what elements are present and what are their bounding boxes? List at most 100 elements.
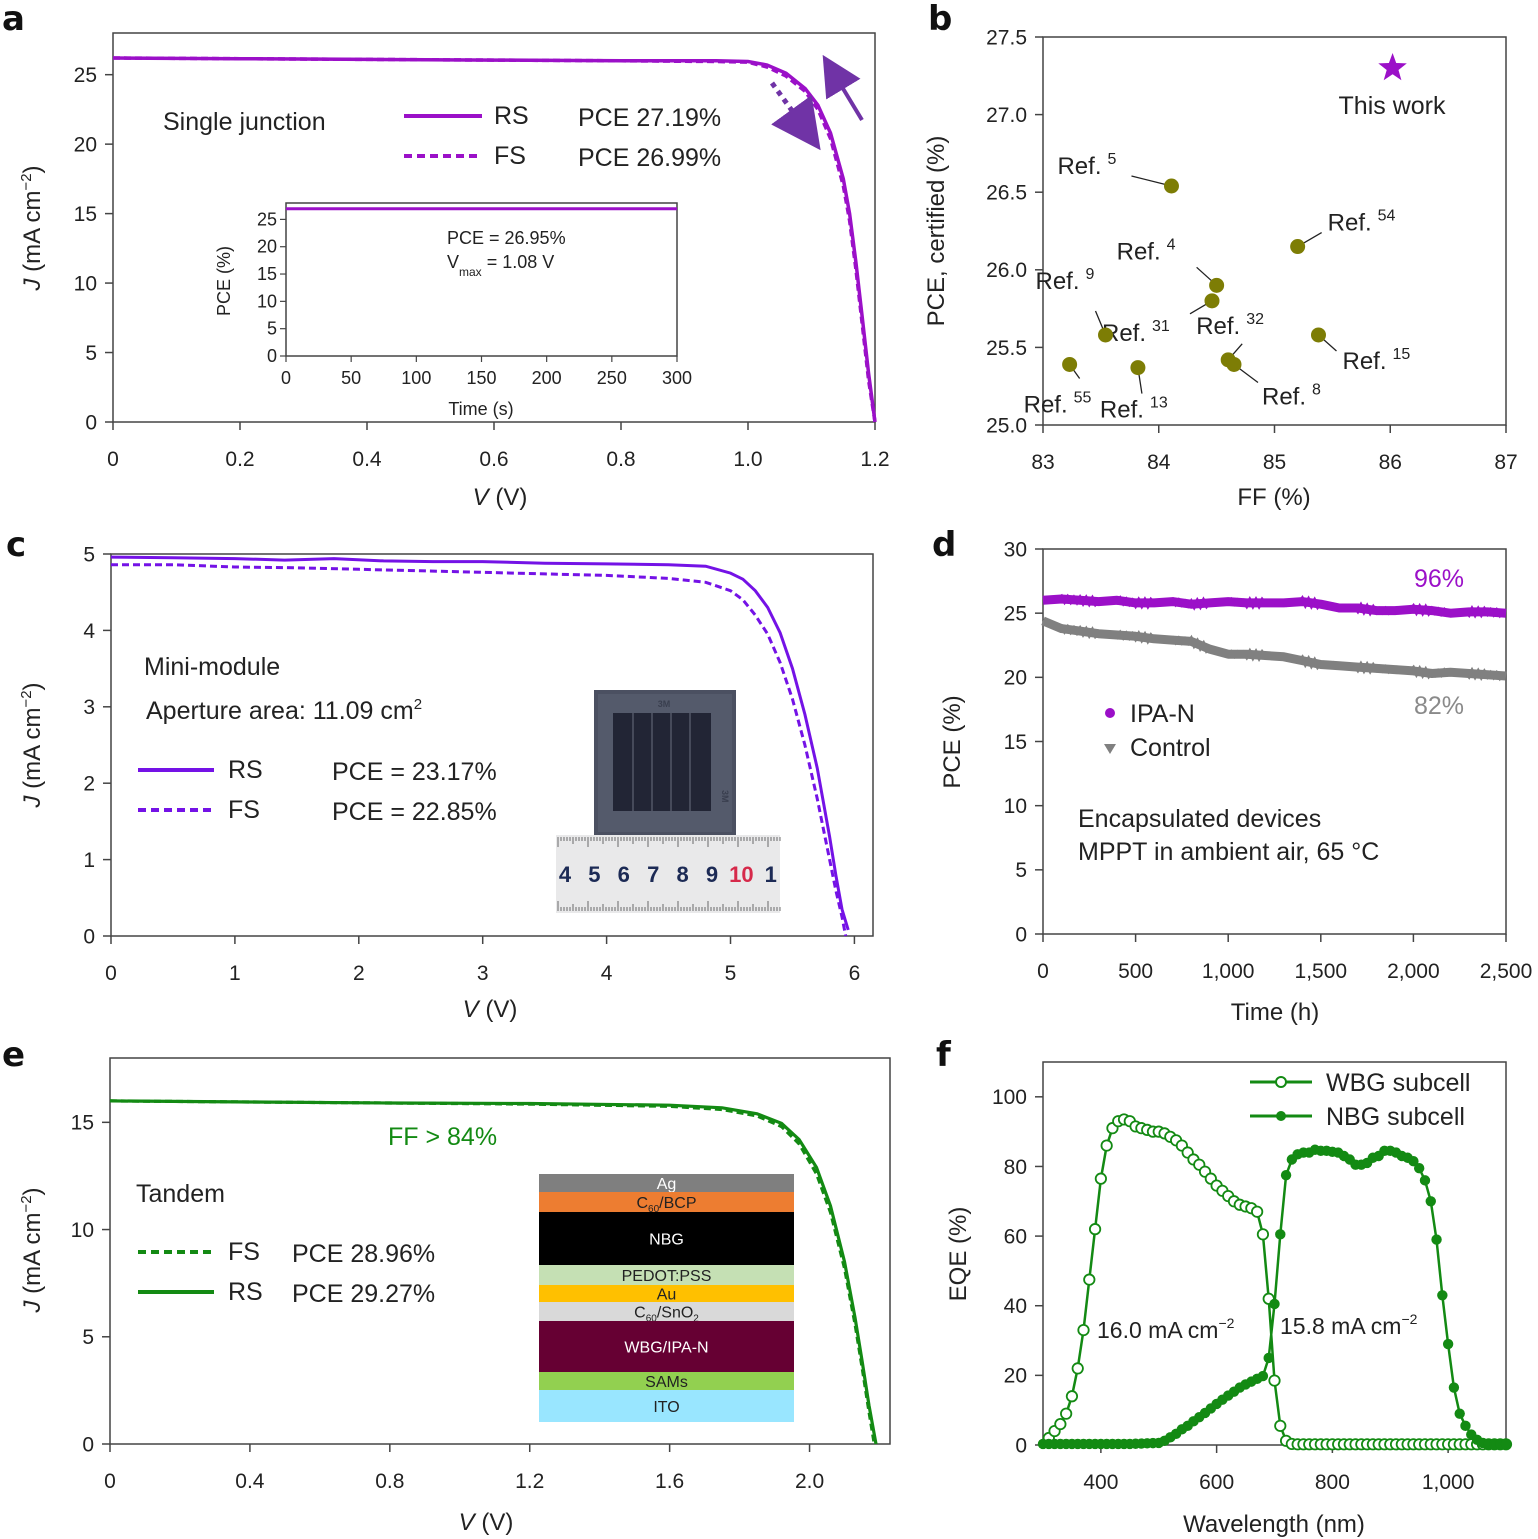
inset-x-tick-label: 0: [281, 368, 291, 388]
x-tick-label: 1,000: [1202, 960, 1255, 983]
point-label-ref-55: Ref. 55: [1024, 389, 1092, 418]
series-line-ipa-n: [1042, 593, 1505, 619]
annotation-encapsulated: Encapsulated devices: [1078, 805, 1321, 833]
point-label-ref-13: Ref. 13: [1100, 395, 1168, 424]
stack-layer-label: WBG/IPA-N: [624, 1340, 708, 1357]
ruler-number: 6: [618, 862, 630, 887]
y-tick-label: 1: [83, 849, 95, 872]
x-tick-label: 0.4: [352, 448, 382, 471]
inset-y-tick-label: 5: [267, 319, 277, 339]
panel-label-b: b: [928, 0, 952, 39]
y-tick-label: 0: [1015, 923, 1027, 946]
y-tick-label: 0: [1015, 1434, 1027, 1457]
series-line-fs: [112, 56, 877, 423]
annotation-aperture-area: Aperture area: 11.09 cm2: [146, 696, 422, 725]
stack-layer-label: SAMs: [645, 1374, 688, 1391]
point-label-ref-32: Ref. 32: [1196, 311, 1264, 340]
x-tick-label: 2,500: [1480, 960, 1533, 983]
inset-x-tick-label: 250: [597, 368, 627, 388]
y-tick-label: 25: [1004, 603, 1027, 626]
y-tick-label: 60: [1004, 1225, 1027, 1248]
inset-x-axis-label: Time (s): [448, 399, 513, 419]
y-tick-label: 0: [83, 925, 95, 948]
x-axis-label: Wavelength (nm): [1183, 1511, 1365, 1538]
plot-frame: [109, 1057, 891, 1445]
legend-label-rs: RS: [228, 1278, 263, 1306]
annotation-single-junction: Single junction: [163, 108, 326, 136]
scatter-point-ref-13: [1130, 360, 1146, 376]
panel-label-a: a: [2, 0, 25, 39]
inset-x-tick-label: 100: [401, 368, 431, 388]
stack-layer-ag: [539, 1174, 794, 1192]
x-tick-label: 0.2: [225, 448, 254, 471]
inset-y-axis-label: PCE (%): [214, 246, 234, 316]
y-tick-label: 0: [82, 1433, 94, 1456]
legend-pce-fs: PCE = 22.85%: [332, 798, 497, 826]
series-line-fs: [109, 1099, 876, 1445]
y-tick-label: 26.5: [986, 182, 1027, 205]
y-tick-label: 15: [1004, 731, 1027, 754]
x-tick-label: 0: [104, 1470, 116, 1493]
data-point-wbg-subcell: [1268, 1374, 1281, 1387]
ruler: [556, 835, 780, 913]
x-tick-label: 600: [1199, 1471, 1234, 1494]
data-point-wbg-subcell: [1054, 1418, 1067, 1431]
y-tick-label: 27.0: [986, 104, 1027, 127]
data-point-nbg-subcell: [1448, 1382, 1460, 1393]
x-tick-label: 0: [1037, 960, 1049, 983]
point-label-ref-8: Ref. 8: [1262, 381, 1321, 410]
y-tick-label: 5: [83, 543, 95, 566]
x-axis-label: V (V): [459, 1509, 514, 1536]
module-active-area: [613, 713, 711, 811]
y-tick-label: 27.5: [986, 26, 1027, 49]
x-tick-label: 500: [1118, 960, 1153, 983]
plot-frame: [1042, 1061, 1507, 1446]
x-tick-label: 87: [1494, 451, 1517, 474]
y-tick-label: 40: [1004, 1295, 1027, 1318]
x-tick-label: 4: [601, 962, 613, 985]
legend-label-rs: RS: [228, 756, 263, 784]
x-tick-label: 0.6: [479, 448, 508, 471]
scatter-point-ref-4: [1209, 277, 1225, 293]
data-point-wbg-subcell: [1077, 1324, 1090, 1337]
y-axis-label: PCE, certified (%): [923, 136, 950, 327]
x-tick-label: 2: [353, 962, 365, 985]
point-label-ref-5: Ref. 5: [1057, 151, 1116, 180]
x-tick-label: 0.8: [606, 448, 635, 471]
x-tick-label: 800: [1315, 1471, 1350, 1494]
series-band-control: [1041, 616, 1507, 681]
legend-label-fs: FS: [228, 1238, 260, 1266]
this-work-label: This work: [1339, 92, 1446, 120]
series-line-rs: [112, 56, 877, 423]
scatter-point-ref-9: [1098, 327, 1114, 343]
data-point-wbg-subcell: [1071, 1362, 1084, 1375]
x-tick-label: 83: [1031, 451, 1054, 474]
point-label-ref-54: Ref. 54: [1328, 208, 1396, 237]
stack-layer-pedot-pss: [539, 1265, 794, 1285]
x-tick-label: 2,000: [1387, 960, 1440, 983]
data-point-nbg-subcell: [1275, 1229, 1286, 1240]
scatter-point-ref-55: [1062, 356, 1078, 372]
panel-f-eqe: 400 600 800 1,000 0 20 40 60 80 100 Wavelength (n…: [945, 1061, 1513, 1538]
panel-a-jv-single-junction: 0 0.2 0.4 0.6 0.8 1.0 1.2 0 5 10 15 20 25 V (V) J (m…: [18, 32, 890, 511]
legend-marker-control: [1104, 744, 1116, 754]
x-tick-label: 1,500: [1295, 960, 1348, 983]
inset-x-tick-label: 150: [466, 368, 496, 388]
x-tick-label: 0.4: [235, 1470, 265, 1493]
annotation-ff: FF > 84%: [388, 1123, 497, 1151]
annotation-mppt: MPPT in ambient air, 65 °C: [1078, 838, 1379, 866]
y-tick-label: 25.5: [986, 337, 1027, 360]
plot-frame: [110, 553, 874, 937]
legend-marker-wbg: [1275, 1076, 1287, 1088]
jsc-label-nbg: 15.8 mA cm−2: [1280, 1311, 1418, 1339]
series-line-control: [1042, 619, 1505, 682]
y-tick-label: 2: [83, 773, 95, 796]
y-tick-label: 15: [71, 1112, 94, 1135]
inset-x-tick-label: 300: [662, 368, 692, 388]
retention-ipa-n: 96%: [1414, 565, 1464, 593]
svg-text:3M: 3M: [658, 699, 671, 709]
svg-text:3M: 3M: [720, 790, 730, 803]
panel-d-stability: 0 500 1,000 1,500 2,000 2,500 0 5 10 15 20 25 30 Tim…: [939, 538, 1532, 1026]
annotation-mini-module: Mini-module: [144, 653, 280, 681]
